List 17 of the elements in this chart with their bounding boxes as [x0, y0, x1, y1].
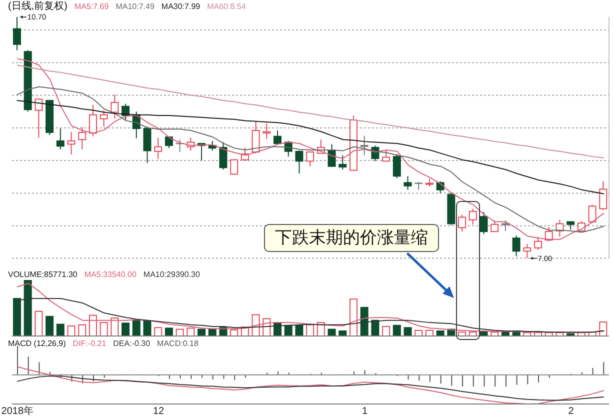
- chart-title: VOLUME:85771.30: [8, 269, 78, 281]
- chart-title: (日线,前复权): [8, 1, 68, 13]
- text: DEA:-0.30: [113, 338, 150, 350]
- chart-title: MACD (12,26,9): [8, 338, 66, 350]
- text: MACD:0.18: [157, 338, 198, 350]
- x-tick-label: 2: [568, 406, 574, 416]
- x-tick-label: 1: [362, 406, 368, 416]
- annotation: 下跌末期的价涨量缩: [264, 224, 439, 252]
- x-tick-label: 12: [152, 406, 165, 416]
- x-tick-label: 2018年: [1, 405, 34, 416]
- text: DIF:-0.21: [72, 338, 106, 350]
- text: MA10:7.49: [116, 1, 154, 13]
- text: MA5:33540.00: [84, 269, 136, 281]
- text: MA5:7.69: [74, 1, 109, 13]
- text: MA60:8.54: [207, 1, 246, 13]
- text: MA10:29390.30: [143, 269, 200, 281]
- text: MA30:7.99: [161, 1, 200, 13]
